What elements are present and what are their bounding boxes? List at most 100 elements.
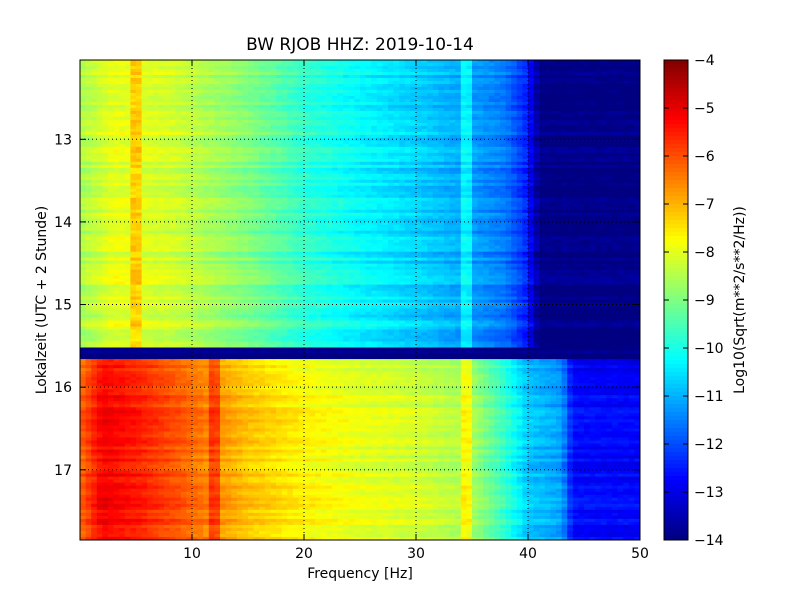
- colorbar-swatch: [664, 288, 688, 293]
- colorbar-swatch: [664, 216, 688, 221]
- colorbar-swatch: [664, 480, 688, 485]
- colorbar-swatch: [664, 236, 688, 241]
- colorbar-swatch: [664, 340, 688, 345]
- colorbar-swatch: [664, 256, 688, 261]
- colorbar-swatch: [664, 472, 688, 477]
- colorbar-swatch: [664, 508, 688, 513]
- colorbar-swatch: [664, 352, 688, 357]
- colorbar-swatch: [664, 492, 688, 497]
- colorbar-swatch: [664, 188, 688, 193]
- colorbar-swatch: [664, 368, 688, 373]
- colorbar-swatch: [664, 244, 688, 249]
- colorbar-swatch: [664, 124, 688, 129]
- colorbar-swatch: [664, 396, 688, 401]
- colorbar-swatch: [664, 268, 688, 273]
- colorbar-swatch: [664, 388, 688, 393]
- colorbar-swatch: [664, 276, 688, 281]
- colorbar-swatch: [664, 528, 688, 533]
- colorbar-swatch: [664, 224, 688, 229]
- colorbar-swatch: [664, 428, 688, 433]
- colorbar-swatch: [664, 84, 688, 89]
- heatmap-area: [80, 60, 640, 540]
- colorbar-swatch: [664, 488, 688, 493]
- colorbar-swatch: [664, 260, 688, 265]
- spectrogram-segment: [80, 359, 640, 540]
- colorbar-swatch: [664, 220, 688, 225]
- colorbar-tick-label: −5: [694, 101, 715, 117]
- colorbar-swatch: [664, 420, 688, 425]
- y-axis: 13 14 15 16 17: [54, 132, 640, 479]
- colorbar-swatch: [664, 240, 688, 245]
- colorbar-swatch: [664, 412, 688, 417]
- colorbar-tick-label: −4: [694, 53, 715, 69]
- colorbar-swatch: [664, 272, 688, 277]
- colorbar-swatch: [664, 460, 688, 465]
- y-tick-label: 15: [54, 298, 72, 314]
- colorbar-swatch: [664, 536, 688, 541]
- colorbar-tick-label: −14: [694, 533, 724, 549]
- colorbar-swatch: [664, 136, 688, 141]
- spectrogram-segment: [80, 347, 640, 360]
- colorbar-swatch: [664, 328, 688, 333]
- colorbar-swatch: [664, 320, 688, 325]
- colorbar-swatch: [664, 324, 688, 329]
- colorbar-tick-label: −11: [694, 389, 724, 405]
- colorbar-swatch: [664, 424, 688, 429]
- colorbar-tick-label: −10: [694, 341, 724, 357]
- x-tick-label: 10: [183, 546, 201, 562]
- colorbar-swatch: [664, 80, 688, 85]
- x-axis-label: Frequency [Hz]: [307, 566, 413, 582]
- colorbar-swatch: [664, 160, 688, 165]
- x-tick-label: 40: [519, 546, 537, 562]
- colorbar-label: Log10(Sqrt(m**2/s**2/Hz)): [732, 206, 748, 394]
- colorbar-swatch: [664, 484, 688, 489]
- colorbar-swatch: [664, 304, 688, 309]
- colorbar-swatch: [664, 504, 688, 509]
- colorbar-tick-label: −8: [694, 245, 715, 261]
- colorbar-swatch: [664, 144, 688, 149]
- colorbar-swatch: [664, 512, 688, 517]
- y-tick-label: 17: [54, 463, 72, 479]
- colorbar-swatch: [664, 456, 688, 461]
- colorbar-swatch: [664, 96, 688, 101]
- colorbar-swatch: [664, 440, 688, 445]
- plot-frame: [79, 59, 641, 541]
- colorbar-swatch: [664, 376, 688, 381]
- colorbar-swatch: [664, 308, 688, 313]
- colorbar-swatch: [664, 452, 688, 457]
- colorbar-swatch: [664, 64, 688, 69]
- colorbar-swatch: [664, 372, 688, 377]
- colorbar-swatch: [664, 208, 688, 213]
- colorbar-swatch: [664, 120, 688, 125]
- colorbar-swatch: [664, 72, 688, 77]
- y-tick-label: 13: [54, 132, 72, 148]
- colorbar-swatch: [664, 164, 688, 169]
- x-axis: 10 20 30 40 50: [183, 60, 649, 562]
- colorbar: −4 −5 −6 −7 −8 −9 −10 −11 −12 −13 −14: [663, 53, 724, 549]
- colorbar-swatch: [664, 204, 688, 209]
- spectrogram-segment: [80, 60, 640, 348]
- colorbar-swatch: [664, 212, 688, 217]
- y-axis-label: Lokalzeit (UTC + 2 Stunde): [34, 206, 50, 395]
- colorbar-tick-label: −7: [694, 197, 715, 213]
- colorbar-swatch: [664, 332, 688, 337]
- colorbar-swatch: [664, 176, 688, 181]
- colorbar-swatch: [664, 148, 688, 153]
- colorbar-swatch: [664, 140, 688, 145]
- colorbar-swatch: [664, 152, 688, 157]
- colorbar-swatch: [664, 448, 688, 453]
- colorbar-tick-label: −9: [694, 293, 715, 309]
- colorbar-swatch: [664, 280, 688, 285]
- colorbar-swatch: [664, 432, 688, 437]
- colorbar-swatch: [664, 496, 688, 501]
- colorbar-swatch: [664, 436, 688, 441]
- colorbar-swatch: [664, 180, 688, 185]
- colorbar-swatch: [664, 408, 688, 413]
- colorbar-tick-label: −6: [694, 149, 715, 165]
- colorbar-swatch: [664, 416, 688, 421]
- colorbar-swatch: [664, 476, 688, 481]
- colorbar-swatch: [664, 360, 688, 365]
- colorbar-swatch: [664, 112, 688, 117]
- colorbar-swatch: [664, 532, 688, 537]
